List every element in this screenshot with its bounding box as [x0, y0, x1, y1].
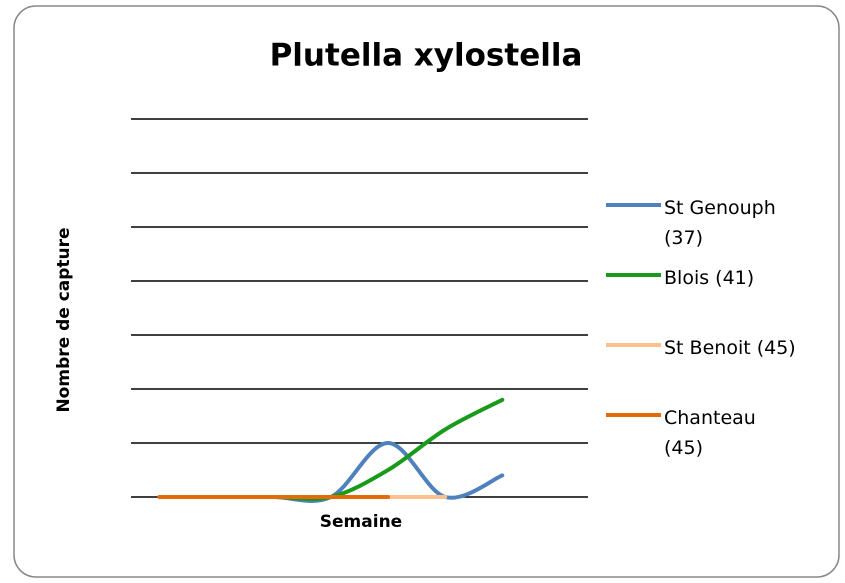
legend-label: Chanteau (45) — [664, 407, 756, 459]
chart-border — [13, 5, 840, 578]
x-axis-label: Semaine — [320, 512, 402, 532]
legend-label: St Genouph (37) — [664, 197, 776, 249]
legend-label: St Benoit (45) — [664, 337, 796, 359]
y-axis-label: Nombre de capture — [54, 227, 74, 412]
legend-label: Blois (41) — [664, 267, 755, 289]
chart-title: Plutella xylostella — [270, 38, 583, 74]
